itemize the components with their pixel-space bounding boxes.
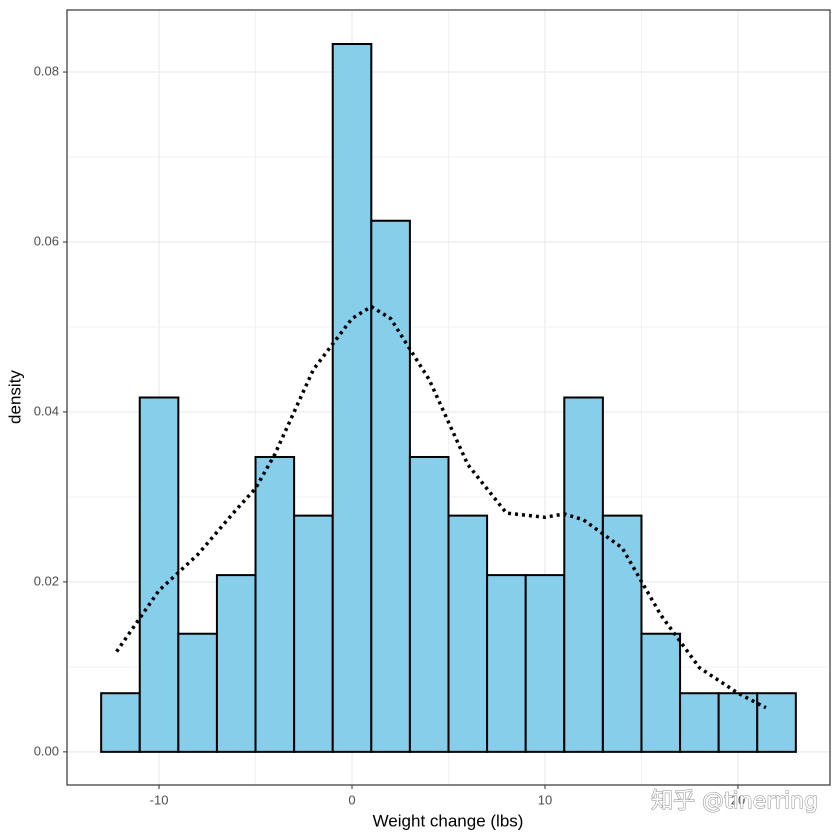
x-tick-label: 0: [348, 792, 355, 807]
bar: [100, 692, 141, 753]
x-tick-label: -10: [150, 792, 169, 807]
y-tick-label: 0.02: [34, 573, 59, 588]
bar: [640, 632, 682, 753]
bar: [447, 514, 489, 753]
bar: [331, 42, 373, 753]
x-tick-label: 20: [731, 792, 745, 807]
bar: [177, 632, 218, 753]
bar: [563, 396, 604, 753]
bar: [215, 574, 257, 753]
y-tick-label: 0.00: [34, 743, 59, 758]
bar: [524, 574, 566, 753]
bar: [486, 574, 527, 753]
y-tick-label: 0.04: [34, 403, 59, 418]
x-axis-title: Weight change (lbs): [373, 811, 524, 830]
watermark: 知乎 @tinerring: [651, 789, 818, 814]
bar: [138, 396, 180, 753]
bar: [254, 455, 296, 753]
bar: [408, 455, 450, 753]
bar: [679, 692, 720, 753]
y-axis-title: density: [5, 370, 24, 424]
y-tick-label: 0.06: [34, 233, 59, 248]
x-tick-label: 10: [538, 792, 552, 807]
bar: [293, 514, 334, 753]
bar: [370, 219, 411, 753]
panel-border: [66, 9, 831, 786]
bar: [756, 692, 797, 753]
density-line: [115, 304, 767, 710]
y-tick-label: 0.08: [34, 63, 59, 78]
bar: [717, 692, 759, 753]
